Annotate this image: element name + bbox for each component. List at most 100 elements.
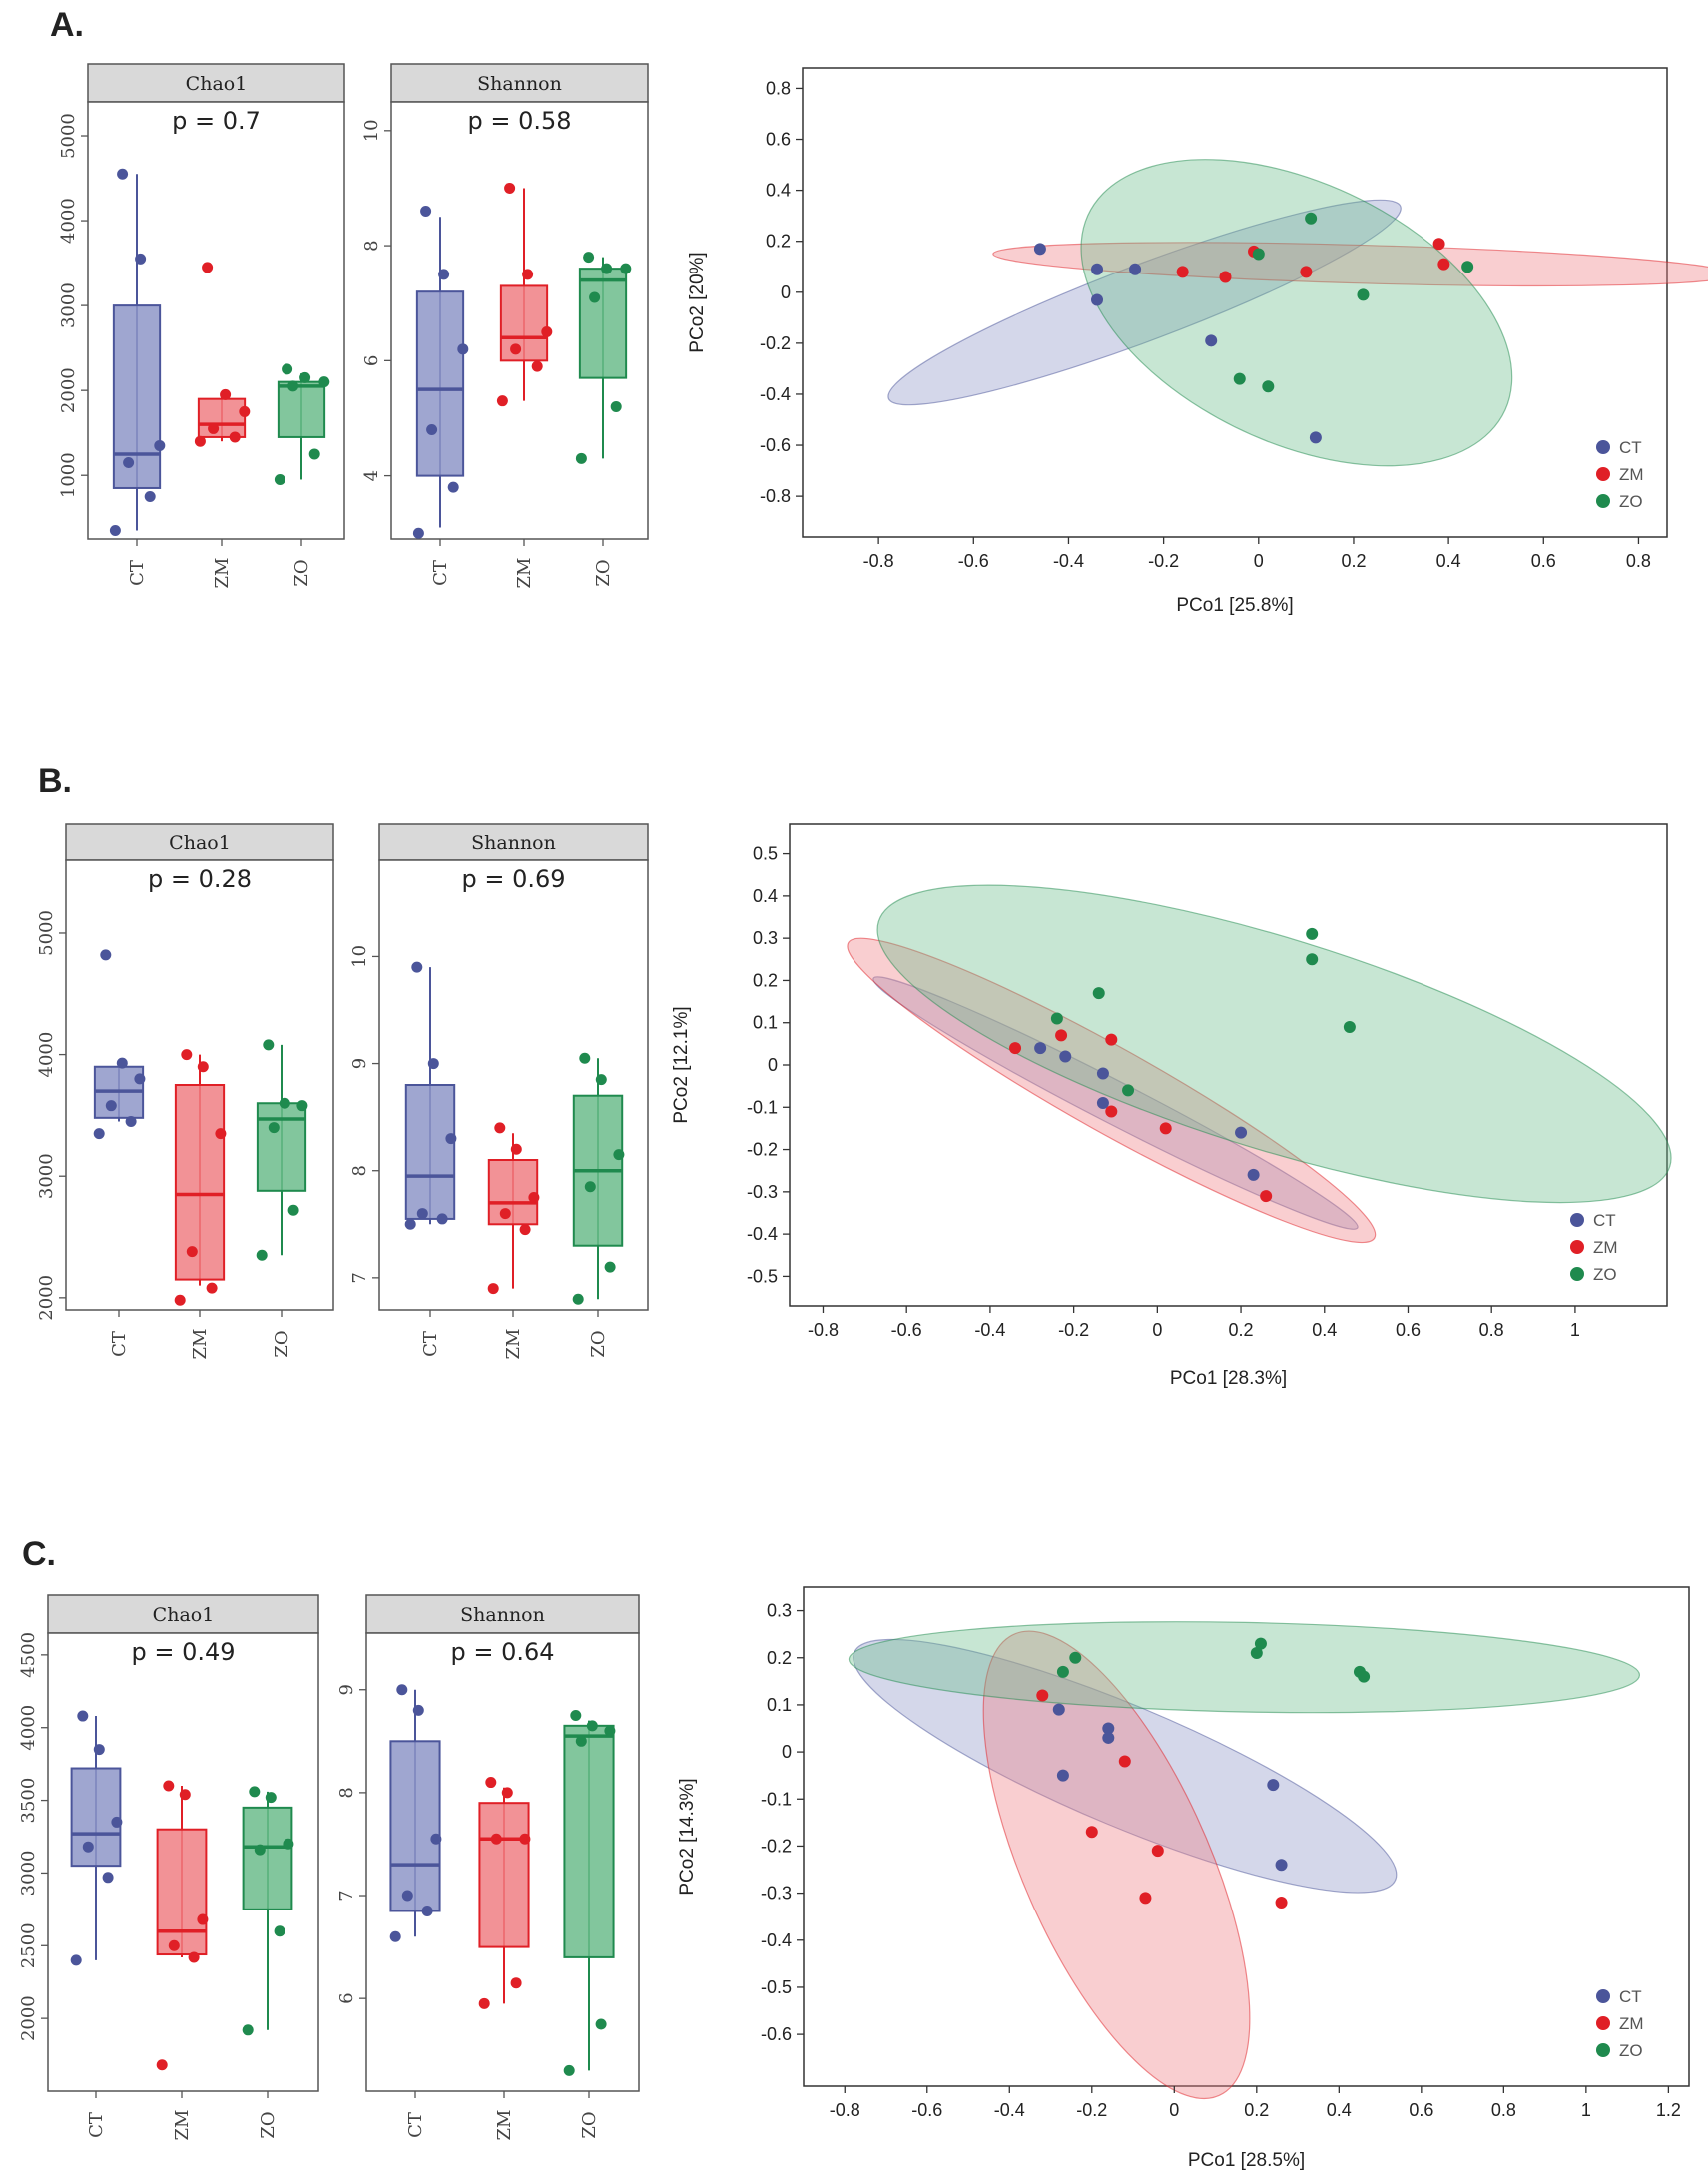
point-CT <box>154 439 166 451</box>
x-tick-label-CT: CT <box>109 1331 130 1357</box>
y-tick-label: 9 <box>336 1684 357 1695</box>
y-tick-label: 5000 <box>58 113 79 159</box>
point-CT <box>426 424 438 435</box>
point-ZM <box>541 326 553 338</box>
point-ZM <box>1009 1042 1022 1055</box>
facet-title: Shannon <box>460 1604 545 1626</box>
plot-frame <box>789 823 1668 1307</box>
point-ZM <box>206 1282 218 1294</box>
x-tick-label: 0.6 <box>1409 2100 1433 2120</box>
legend-label-CT: CT <box>1619 1987 1642 2006</box>
point-ZO <box>256 1249 268 1261</box>
point-ZO <box>254 1844 266 1856</box>
point-CT <box>1205 334 1218 347</box>
panel-label-a: A. <box>50 6 84 44</box>
legend-label-CT: CT <box>1619 438 1642 457</box>
x-axis-label: PCo1 [25.8%] <box>1176 595 1293 616</box>
panel-label-c: C. <box>22 1535 56 1573</box>
y-axis-label: PCo2 [20%] <box>687 252 708 352</box>
point-CT <box>412 527 424 539</box>
legend-label-ZM: ZM <box>1619 465 1644 484</box>
x-tick-label: 0 <box>1254 551 1264 571</box>
point-ZM <box>179 1789 191 1801</box>
x-tick-label-ZM: ZM <box>190 1329 211 1360</box>
point-ZO <box>570 1710 582 1722</box>
legend-marker-CT <box>1596 1989 1610 2003</box>
x-tick-label: 0.8 <box>1491 2100 1516 2120</box>
point-ZO <box>1461 261 1474 273</box>
point-ZM <box>188 1951 200 1963</box>
legend-marker-ZO <box>1596 2043 1610 2057</box>
x-tick-label: 0 <box>1152 1320 1162 1340</box>
point-ZO <box>1358 1670 1371 1683</box>
point-ZO <box>249 1786 261 1798</box>
y-tick-label: 7 <box>349 1272 370 1283</box>
point-CT <box>134 1073 146 1085</box>
y-tick-label: 0.1 <box>753 1013 778 1033</box>
point-ZM <box>239 405 251 417</box>
confidence-ellipse-ZO <box>992 121 1601 504</box>
facet-title: Chao1 <box>153 1604 215 1626</box>
y-tick-label: 4500 <box>18 1632 39 1678</box>
point-ZO <box>1254 1637 1267 1650</box>
x-tick-label: -0.4 <box>994 2100 1025 2120</box>
point-CT <box>109 524 121 536</box>
x-tick-label: 0.8 <box>1479 1320 1504 1340</box>
point-ZO <box>1306 927 1319 940</box>
point-ZO <box>242 2024 254 2036</box>
boxplot-3: Chao1 p = 0.28 2000 3000 4000 5000 CT ZM ZO <box>36 823 334 1360</box>
point-CT <box>1235 1126 1248 1139</box>
point-ZM <box>202 262 214 273</box>
point-ZO <box>274 1925 285 1937</box>
x-tick-label: -0.8 <box>863 551 894 571</box>
facet-strip <box>87 63 345 103</box>
point-CT <box>82 1841 94 1853</box>
point-ZO <box>287 1204 299 1216</box>
x-tick-label: 1.2 <box>1656 2100 1681 2120</box>
x-tick-label-ZO: ZO <box>593 559 614 586</box>
x-axis-label: PCo1 [28.5%] <box>1188 2150 1305 2171</box>
y-tick-label: -0.6 <box>760 435 791 455</box>
point-ZM <box>197 1061 209 1073</box>
point-ZM <box>1219 271 1232 283</box>
point-ZM <box>1300 266 1313 278</box>
y-tick-label: 0.3 <box>753 928 778 948</box>
y-tick-label: 5000 <box>36 910 57 956</box>
x-tick-label-CT: CT <box>430 560 451 586</box>
y-tick-label: -0.8 <box>760 486 791 506</box>
point-CT <box>427 1058 439 1070</box>
y-tick-label: 8 <box>336 1787 357 1798</box>
point-ZO <box>1262 380 1275 393</box>
point-ZM <box>528 1192 540 1203</box>
x-tick-label: -0.6 <box>911 2100 942 2120</box>
legend-marker-ZO <box>1596 494 1610 508</box>
point-CT <box>412 1704 424 1716</box>
x-tick-label-CT: CT <box>127 560 148 586</box>
point-CT <box>430 1833 442 1845</box>
y-tick-label: -0.3 <box>747 1182 778 1202</box>
point-CT <box>1096 1067 1109 1080</box>
y-tick-label: 4 <box>361 470 382 481</box>
x-tick-label: -0.2 <box>1148 551 1179 571</box>
y-tick-label: -0.6 <box>761 2024 792 2044</box>
point-CT <box>389 1930 401 1942</box>
p-value: p = 0.69 <box>461 865 565 893</box>
facet-title: Shannon <box>477 73 562 95</box>
point-ZO <box>595 1074 607 1086</box>
point-CT <box>93 1744 105 1756</box>
box-ZO <box>277 380 326 438</box>
pcoa-plot-8: -0.8 -0.6 -0.4 -0.2 0 0.2 0.4 0.6 0.8 1 1.2 -0.6 -0.… <box>677 1587 1689 2171</box>
y-tick-label: 0 <box>782 1742 792 1762</box>
point-CT <box>1091 293 1104 306</box>
boxplot-1: Shannon p = 0.58 4 6 8 10 CT ZM ZO <box>361 63 649 588</box>
point-ZM <box>510 1977 522 1989</box>
point-CT <box>1102 1722 1115 1735</box>
point-CT <box>135 253 147 265</box>
y-tick-label: 0.4 <box>753 886 778 906</box>
point-ZO <box>1056 1665 1069 1678</box>
point-ZO <box>283 1838 294 1850</box>
point-CT <box>1052 1703 1065 1716</box>
point-ZO <box>620 263 632 274</box>
legend-marker-CT <box>1570 1213 1584 1227</box>
